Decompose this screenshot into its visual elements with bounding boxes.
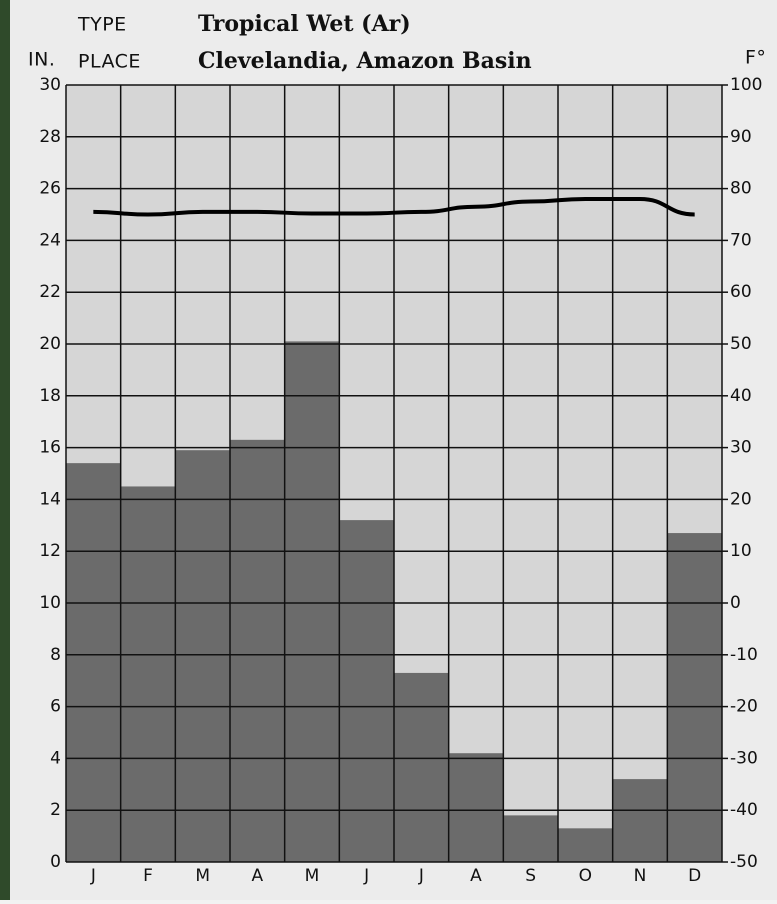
y2-tick-label: 0 (730, 593, 741, 613)
y-tick-label: 2 (50, 800, 61, 820)
bar (284, 341, 340, 862)
bar (66, 463, 121, 862)
bar (394, 672, 449, 862)
x-tick-label: F (143, 866, 153, 886)
x-tick-label: A (470, 866, 482, 886)
type-label: TYPE (77, 14, 127, 36)
bar (448, 753, 504, 862)
y2-tick-label: -30 (730, 748, 758, 768)
y-tick-label: 26 (39, 179, 61, 199)
y-tick-label: 28 (39, 127, 61, 147)
bar (175, 450, 230, 862)
y-tick-label: 10 (39, 593, 61, 613)
x-tick-label: D (688, 866, 701, 886)
bar (230, 439, 285, 862)
x-tick-label: M (305, 866, 320, 886)
y2-tick-label: 50 (730, 334, 752, 354)
y-tick-label: 0 (50, 852, 61, 872)
y-tick-label: 20 (39, 334, 61, 354)
bar (120, 486, 176, 862)
y-tick-label: 6 (50, 697, 61, 717)
y-tick-label: 18 (39, 386, 61, 406)
y2-tick-label: 90 (730, 127, 752, 147)
bar (612, 779, 668, 862)
y2-tick-label: -10 (730, 645, 758, 665)
y2-tick-label: 40 (730, 386, 752, 406)
y2-tick-label: 60 (730, 282, 752, 302)
bar (667, 533, 722, 862)
y2-tick-label: 20 (730, 489, 752, 509)
x-tick-label: A (252, 866, 264, 886)
y-tick-label: 30 (39, 75, 61, 95)
x-tick-label: M (195, 866, 210, 886)
bar (339, 520, 394, 862)
chart-subtitle: Clevelandia, Amazon Basin (198, 48, 532, 74)
y-tick-label: 16 (39, 438, 61, 458)
x-tick-label: S (525, 866, 536, 886)
x-tick-label: J (418, 866, 424, 886)
x-tick-label: J (363, 866, 369, 886)
temperature-line (93, 196, 695, 217)
y2-tick-label: -20 (730, 697, 758, 717)
y2-tick-label: 100 (730, 75, 762, 95)
y-tick-label: 8 (50, 645, 61, 665)
y2-tick-label: 80 (730, 179, 752, 199)
y-axis-label: IN. (28, 49, 55, 71)
y2-tick-label: 10 (730, 541, 752, 561)
y2-tick-label: -50 (730, 852, 758, 872)
y-tick-label: 4 (50, 748, 61, 768)
bar (503, 815, 558, 862)
y2-tick-label: -40 (730, 800, 758, 820)
y2-axis-label: F° (745, 47, 766, 69)
place-label: PLACE (78, 51, 141, 73)
y2-tick-label: 30 (730, 438, 752, 458)
y2-tick-label: 70 (730, 230, 752, 250)
y-tick-label: 22 (39, 282, 61, 302)
x-tick-label: J (90, 866, 96, 886)
photo-edge (0, 0, 10, 900)
y-tick-label: 14 (39, 489, 61, 509)
bar (558, 828, 613, 862)
x-tick-label: N (634, 866, 647, 886)
chart-title: Tropical Wet (Ar) (198, 11, 411, 37)
y-tick-label: 24 (39, 230, 61, 250)
y-tick-label: 12 (39, 541, 61, 561)
x-tick-label: O (579, 866, 592, 886)
